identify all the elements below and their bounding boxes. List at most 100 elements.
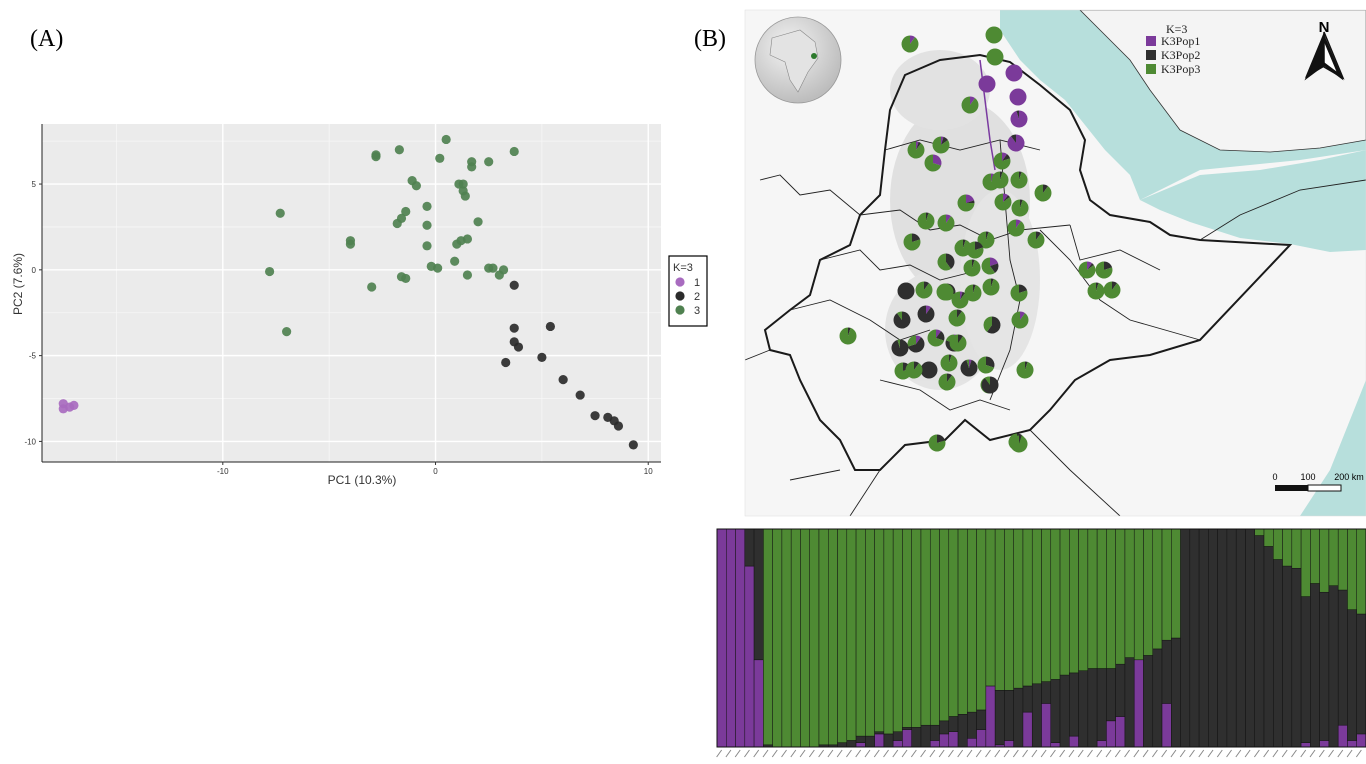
indian-ocean-water bbox=[1300, 380, 1366, 516]
admixture-sample-tick bbox=[883, 749, 889, 758]
map-site-pie bbox=[897, 282, 915, 300]
map-pie-slice bbox=[916, 141, 919, 150]
admixture-sample-tick bbox=[734, 749, 741, 758]
map-pie-slice bbox=[903, 362, 912, 371]
admixture-sample-tick bbox=[836, 749, 843, 758]
pca-point-group-3 bbox=[460, 191, 470, 201]
scalebar-label-200: 200 km bbox=[1334, 472, 1364, 482]
map-pie-slice bbox=[1016, 361, 1034, 379]
map-pie-slice bbox=[1003, 195, 1010, 202]
admixture-bar-segment bbox=[994, 690, 1005, 746]
map-pie-slice bbox=[940, 354, 958, 372]
admixture-bar-segment bbox=[846, 528, 857, 741]
map-pie-slice bbox=[1027, 231, 1045, 249]
map-pie-slice bbox=[954, 334, 959, 343]
admixture-sample-tick bbox=[1253, 749, 1260, 758]
admixture-bar-segment bbox=[753, 659, 764, 748]
admixture-bar-segment bbox=[892, 731, 903, 741]
map-pie-slice bbox=[938, 283, 956, 301]
pca-ticks: -10 0 10 -10 -5 0 5 bbox=[24, 180, 653, 476]
admixture-bar-segment bbox=[1152, 528, 1163, 650]
admixture-bar-segment bbox=[1022, 685, 1033, 713]
admixture-bar-segment bbox=[1235, 528, 1246, 748]
admixture-sample-tick bbox=[771, 749, 778, 758]
map-pie-slice bbox=[954, 239, 972, 257]
map-land-background bbox=[745, 10, 1366, 516]
admixture-sample-tick bbox=[1179, 749, 1186, 758]
map-site-pie bbox=[951, 291, 969, 309]
map-pie-slice bbox=[920, 361, 938, 379]
admixture-bar-segment bbox=[1310, 583, 1320, 748]
pca-legend-entries: 1 2 3 bbox=[675, 277, 700, 317]
admixture-sample-tick bbox=[790, 749, 797, 758]
scalebar-label-0: 0 bbox=[1272, 472, 1277, 482]
map-site-pie bbox=[894, 362, 912, 380]
admixture-bar-segment bbox=[967, 738, 977, 748]
map-site-pie bbox=[986, 48, 1004, 66]
map-pie-slice bbox=[901, 35, 919, 53]
pca-point-group-3 bbox=[467, 162, 477, 172]
map-site-pie bbox=[982, 278, 1000, 296]
admixture-bar-segment bbox=[1337, 528, 1348, 591]
map-pie-slice bbox=[926, 305, 931, 314]
pca-point-group-3 bbox=[367, 282, 377, 292]
pca-point-group-2 bbox=[509, 323, 519, 333]
admixture-bar-segment bbox=[1143, 655, 1154, 748]
pca-point-group-3 bbox=[473, 217, 483, 227]
panel-b-label: (B) bbox=[694, 26, 726, 52]
admixture-bar-segment bbox=[967, 528, 977, 713]
admixture-bar-segment bbox=[929, 528, 940, 726]
highlighted-border bbox=[979, 59, 996, 171]
pca-point-group-1 bbox=[69, 400, 79, 410]
admixture-bar-segment bbox=[1096, 668, 1107, 741]
admixture-sample-tick bbox=[1105, 749, 1112, 758]
globe-inset bbox=[754, 16, 842, 104]
map-pie-slice bbox=[907, 337, 925, 353]
map-legend-title: K=3 bbox=[1166, 22, 1187, 36]
pca-x-axis-label: PC1 (10.3%) bbox=[328, 473, 397, 487]
admixture-sample-tick bbox=[864, 749, 871, 758]
admixture-sample-tick bbox=[1003, 749, 1010, 758]
admixture-bar-segment bbox=[865, 528, 875, 737]
map-site-pie bbox=[1005, 64, 1023, 82]
admixture-bar-segment bbox=[1310, 528, 1320, 584]
map-pie-slice bbox=[947, 373, 952, 382]
map-pie-slice bbox=[897, 339, 900, 348]
map-pie-slice bbox=[966, 241, 984, 259]
map-pie-slice bbox=[987, 316, 1001, 334]
admixture-bar-segment bbox=[883, 733, 894, 748]
admixture-bar-segment bbox=[1347, 528, 1357, 610]
admixture-sample-tick bbox=[929, 749, 936, 758]
map-pie-slice bbox=[928, 434, 946, 452]
map-site-pie bbox=[954, 239, 972, 257]
admixture-bar-segment bbox=[902, 727, 912, 730]
map-legend-swatch bbox=[1146, 64, 1156, 74]
admixture-sample-tick bbox=[994, 749, 1001, 758]
map-pie-slice bbox=[915, 281, 933, 299]
admixture-bar-segment bbox=[874, 731, 885, 735]
admixture-bar-segment bbox=[1004, 690, 1014, 741]
admixture-bar-segment bbox=[818, 528, 829, 746]
map-site-pie bbox=[936, 283, 954, 301]
admixture-sample-tick bbox=[1291, 749, 1297, 758]
pca-point-group-2 bbox=[501, 357, 511, 368]
map-pie-slice bbox=[964, 284, 982, 302]
map-pie-slice bbox=[1005, 64, 1023, 82]
admixture-bar-segment bbox=[957, 714, 968, 748]
admixture-sample-tick bbox=[1077, 749, 1084, 758]
north-arrow-icon bbox=[1304, 31, 1345, 81]
map-pie-slice bbox=[1010, 284, 1028, 302]
map-frame bbox=[744, 9, 1366, 517]
map-site-pie bbox=[901, 35, 919, 53]
map-pie-slice bbox=[957, 194, 975, 212]
admixture-bar-segment bbox=[1171, 637, 1181, 748]
admixture-sample-tick bbox=[1346, 749, 1353, 758]
admixture-bar-segment bbox=[1273, 559, 1283, 748]
map-pie-slice bbox=[893, 311, 911, 329]
admixture-bar-segment bbox=[1022, 711, 1033, 748]
admixture-bar-segment bbox=[1143, 528, 1154, 656]
map-site-pie bbox=[920, 361, 938, 379]
map-pie-slice bbox=[1020, 311, 1025, 320]
admixture-sample-tick bbox=[744, 749, 750, 758]
scalebar-label-100: 100 bbox=[1300, 472, 1315, 482]
